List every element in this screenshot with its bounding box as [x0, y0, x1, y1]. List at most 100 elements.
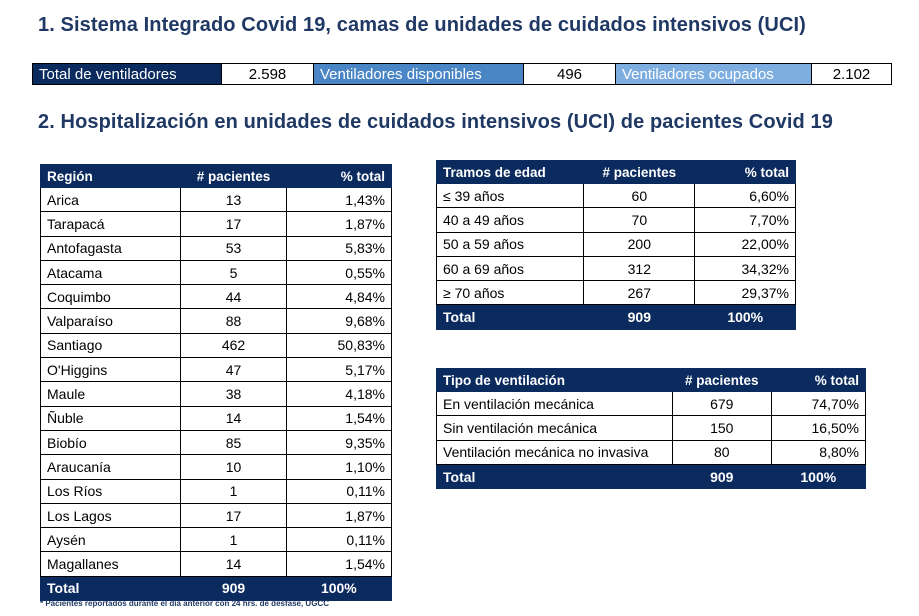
percent-cell: 4,18% [285, 381, 393, 407]
percent-cell: 0,11% [285, 478, 393, 504]
percent-cell: 22,00% [694, 231, 796, 257]
row-label: En ventilación mecánica [436, 390, 673, 417]
row-label: 50 a 59 años [435, 231, 585, 257]
percent-cell: 1,54% [285, 551, 393, 577]
percent-cell: 1,87% [285, 502, 393, 529]
occupied-ventilators-label: Ventiladores ocupados [616, 64, 812, 84]
row-label: Los Ríos [39, 478, 182, 504]
total-label: Total [435, 304, 585, 330]
available-ventilators-value: 496 [524, 64, 616, 84]
table-row: Maule 38 4,18% [39, 381, 393, 407]
total-ventilators-label: Total de ventiladores [33, 64, 222, 84]
patients-cell: 60 [583, 182, 696, 209]
table-row: Los Lagos 17 1,87% [39, 502, 393, 529]
percent-cell: 50,83% [285, 332, 393, 359]
age-group-table: Tramos de edad # pacientes% total ≤ 39 año… [435, 160, 796, 330]
column-header: # pacientes [583, 160, 696, 184]
patients-cell: 17 [180, 211, 287, 237]
total-percent: 100% [285, 575, 393, 602]
row-label: ≤ 39 años [435, 182, 585, 209]
row-label: Maule [39, 381, 182, 407]
table-header-row: Región # pacientes% total [39, 164, 393, 188]
row-label: ≥ 70 años [435, 280, 585, 306]
table-row: Los Ríos 1 0,11% [39, 478, 393, 504]
row-label: Aysén [39, 527, 182, 553]
row-label: Tarapacá [39, 211, 182, 237]
table-row: Araucanía 10 1,10% [39, 454, 393, 480]
patients-cell: 462 [180, 332, 287, 359]
column-header: # pacientes [180, 164, 287, 188]
table-row: ≥ 70 años 267 29,37% [435, 280, 796, 306]
row-label: Araucanía [39, 454, 182, 480]
percent-cell: 34,32% [694, 255, 796, 282]
patients-cell: 17 [180, 502, 287, 529]
percent-cell: 1,54% [285, 405, 393, 431]
table-row: Ventilación mecánica no invasiva 80 8,80% [436, 439, 867, 465]
percent-cell: 8,80% [770, 439, 867, 465]
column-header: % total [285, 164, 393, 188]
total-label: Total [39, 575, 182, 602]
table-row: Coquimbo 44 4,84% [39, 284, 393, 310]
column-header: % total [694, 160, 796, 184]
column-header: Tipo de ventilación [436, 368, 673, 392]
row-label: Valparaíso [39, 308, 182, 334]
table-row: ≤ 39 años 60 6,60% [435, 182, 796, 209]
column-header: Región [39, 164, 182, 188]
table-row: Tarapacá 17 1,87% [39, 211, 393, 237]
patients-cell: 70 [583, 207, 696, 233]
row-label: Ventilación mecánica no invasiva [436, 439, 673, 465]
percent-cell: 0,11% [285, 527, 393, 553]
ventilation-type-table: Tipo de ventilación # pacientes% total En … [436, 368, 867, 490]
patients-cell: 5 [180, 259, 287, 286]
patients-cell: 1 [180, 478, 287, 504]
percent-cell: 9,68% [285, 308, 393, 334]
table-row: 60 a 69 años 312 34,32% [435, 255, 796, 282]
total-percent: 100% [770, 463, 867, 490]
row-label: Los Lagos [39, 502, 182, 529]
table-row: Atacama 5 0,55% [39, 259, 393, 286]
percent-cell: 4,84% [285, 284, 393, 310]
table-header-row: Tipo de ventilación # pacientes% total [436, 368, 867, 392]
table-header-row: Tramos de edad # pacientes% total [435, 160, 796, 184]
patients-cell: 85 [180, 429, 287, 456]
table-row: Magallanes 14 1,54% [39, 551, 393, 577]
percent-cell: 9,35% [285, 429, 393, 456]
percent-cell: 5,17% [285, 357, 393, 383]
patients-cell: 14 [180, 405, 287, 431]
patients-cell: 312 [583, 255, 696, 282]
table-row: Biobío 85 9,35% [39, 429, 393, 456]
section1-title: 1. Sistema Integrado Covid 19, camas de … [38, 14, 806, 36]
patients-cell: 38 [180, 381, 287, 407]
row-label: Sin ventilación mecánica [436, 415, 673, 441]
table-row: Arica 13 1,43% [39, 186, 393, 213]
patients-cell: 10 [180, 454, 287, 480]
total-ventilators-value: 2.598 [222, 64, 314, 84]
total-label: Total [436, 463, 673, 490]
patients-cell: 80 [671, 439, 772, 465]
patients-cell: 13 [180, 186, 287, 213]
patients-cell: 267 [583, 280, 696, 306]
table-row: Antofagasta 53 5,83% [39, 235, 393, 261]
ventilator-summary-bar: Total de ventiladores 2.598 Ventiladores… [32, 63, 892, 85]
patients-cell: 53 [180, 235, 287, 261]
column-header: # pacientes [671, 368, 772, 392]
column-header: % total [770, 368, 867, 392]
percent-cell: 1,10% [285, 454, 393, 480]
row-label: O'Higgins [39, 357, 182, 383]
table-row: En ventilación mecánica 679 74,70% [436, 390, 867, 417]
table-row: 40 a 49 años 70 7,70% [435, 207, 796, 233]
total-percent: 100% [694, 304, 796, 330]
table-row: Ñuble 14 1,54% [39, 405, 393, 431]
section2-title: 2. Hospitalización en unidades de cuidad… [38, 111, 833, 133]
row-label: Antofagasta [39, 235, 182, 261]
total-row: Total 909 100% [436, 463, 867, 490]
percent-cell: 74,70% [770, 390, 867, 417]
total-row: Total 909 100% [39, 575, 393, 602]
table-row: 50 a 59 años 200 22,00% [435, 231, 796, 257]
patients-cell: 88 [180, 308, 287, 334]
patients-cell: 679 [671, 390, 772, 417]
row-label: Coquimbo [39, 284, 182, 310]
patients-cell: 1 [180, 527, 287, 553]
percent-cell: 16,50% [770, 415, 867, 441]
percent-cell: 29,37% [694, 280, 796, 306]
